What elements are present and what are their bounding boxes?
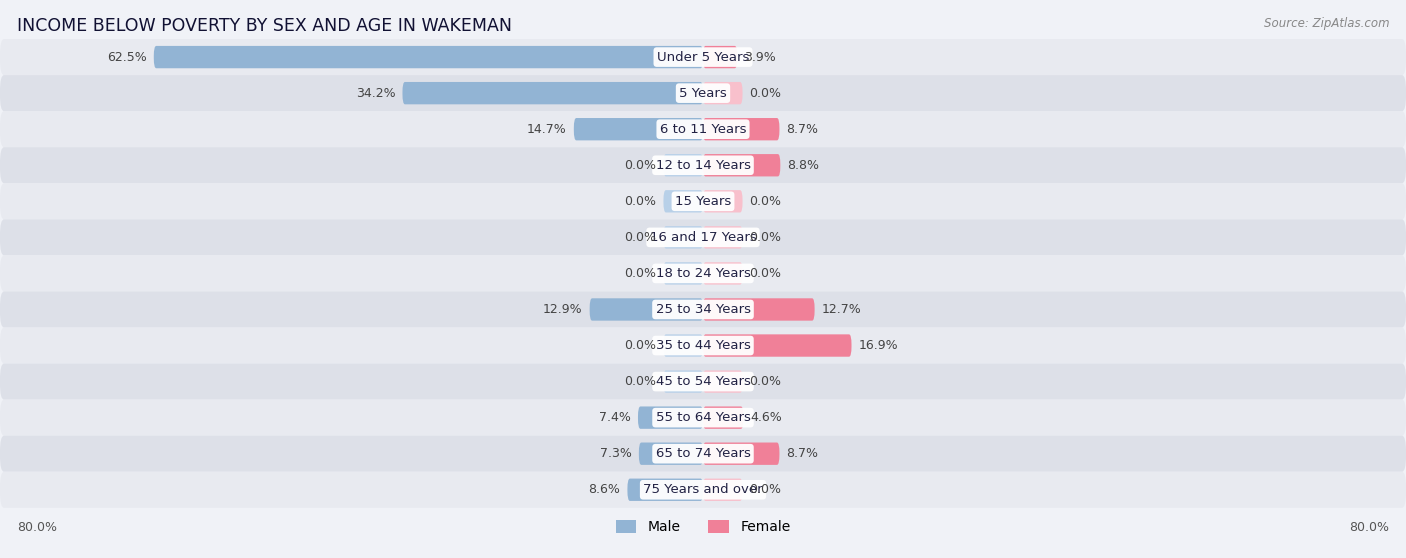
Text: 5 Years: 5 Years [679,86,727,100]
Text: 0.0%: 0.0% [749,195,782,208]
FancyBboxPatch shape [0,256,1406,291]
FancyBboxPatch shape [703,299,814,321]
FancyBboxPatch shape [703,154,780,176]
Text: 0.0%: 0.0% [624,195,657,208]
Text: 0.0%: 0.0% [624,231,657,244]
Text: Under 5 Years: Under 5 Years [657,51,749,64]
Text: Source: ZipAtlas.com: Source: ZipAtlas.com [1264,17,1389,30]
Text: 0.0%: 0.0% [624,159,657,172]
Text: 65 to 74 Years: 65 to 74 Years [655,447,751,460]
FancyBboxPatch shape [703,442,779,465]
Text: 45 to 54 Years: 45 to 54 Years [655,375,751,388]
FancyBboxPatch shape [0,147,1406,183]
FancyBboxPatch shape [627,479,703,501]
Text: 6 to 11 Years: 6 to 11 Years [659,123,747,136]
FancyBboxPatch shape [703,406,744,429]
FancyBboxPatch shape [703,371,742,393]
Text: 80.0%: 80.0% [17,521,56,534]
Text: 62.5%: 62.5% [107,51,146,64]
Text: 75 Years and over: 75 Years and over [643,483,763,496]
Text: 16.9%: 16.9% [859,339,898,352]
FancyBboxPatch shape [703,226,742,248]
FancyBboxPatch shape [0,75,1406,111]
FancyBboxPatch shape [664,262,703,285]
Text: 0.0%: 0.0% [624,339,657,352]
FancyBboxPatch shape [0,400,1406,436]
Text: 0.0%: 0.0% [624,375,657,388]
FancyBboxPatch shape [589,299,703,321]
Text: 0.0%: 0.0% [624,267,657,280]
Text: 4.6%: 4.6% [751,411,782,424]
FancyBboxPatch shape [0,436,1406,472]
FancyBboxPatch shape [0,219,1406,256]
FancyBboxPatch shape [703,479,742,501]
Text: 3.9%: 3.9% [744,51,776,64]
FancyBboxPatch shape [664,154,703,176]
FancyBboxPatch shape [402,82,703,104]
Text: 55 to 64 Years: 55 to 64 Years [655,411,751,424]
Text: 18 to 24 Years: 18 to 24 Years [655,267,751,280]
FancyBboxPatch shape [664,371,703,393]
Text: 8.6%: 8.6% [589,483,620,496]
FancyBboxPatch shape [638,442,703,465]
FancyBboxPatch shape [0,183,1406,219]
FancyBboxPatch shape [574,118,703,141]
FancyBboxPatch shape [0,328,1406,364]
Text: 7.4%: 7.4% [599,411,631,424]
Text: 0.0%: 0.0% [749,267,782,280]
Text: 25 to 34 Years: 25 to 34 Years [655,303,751,316]
FancyBboxPatch shape [703,262,742,285]
Text: 7.3%: 7.3% [600,447,631,460]
FancyBboxPatch shape [703,82,742,104]
Text: 34.2%: 34.2% [356,86,395,100]
Text: 0.0%: 0.0% [749,483,782,496]
Text: 15 Years: 15 Years [675,195,731,208]
Text: 12.7%: 12.7% [821,303,862,316]
Text: 0.0%: 0.0% [749,86,782,100]
Text: 8.8%: 8.8% [787,159,820,172]
Text: 0.0%: 0.0% [749,231,782,244]
Text: 14.7%: 14.7% [527,123,567,136]
FancyBboxPatch shape [153,46,703,68]
Text: 16 and 17 Years: 16 and 17 Years [650,231,756,244]
Text: 8.7%: 8.7% [786,447,818,460]
Text: 0.0%: 0.0% [749,375,782,388]
Text: 80.0%: 80.0% [1350,521,1389,534]
FancyBboxPatch shape [0,364,1406,400]
FancyBboxPatch shape [703,190,742,213]
FancyBboxPatch shape [703,46,737,68]
FancyBboxPatch shape [664,334,703,357]
FancyBboxPatch shape [703,118,779,141]
FancyBboxPatch shape [664,190,703,213]
Text: INCOME BELOW POVERTY BY SEX AND AGE IN WAKEMAN: INCOME BELOW POVERTY BY SEX AND AGE IN W… [17,17,512,35]
FancyBboxPatch shape [0,291,1406,328]
FancyBboxPatch shape [0,472,1406,508]
Text: 12 to 14 Years: 12 to 14 Years [655,159,751,172]
Text: 8.7%: 8.7% [786,123,818,136]
FancyBboxPatch shape [0,39,1406,75]
Text: 12.9%: 12.9% [543,303,582,316]
Legend: Male, Female: Male, Female [610,515,796,540]
FancyBboxPatch shape [638,406,703,429]
FancyBboxPatch shape [0,111,1406,147]
Text: 35 to 44 Years: 35 to 44 Years [655,339,751,352]
FancyBboxPatch shape [664,226,703,248]
FancyBboxPatch shape [703,334,852,357]
